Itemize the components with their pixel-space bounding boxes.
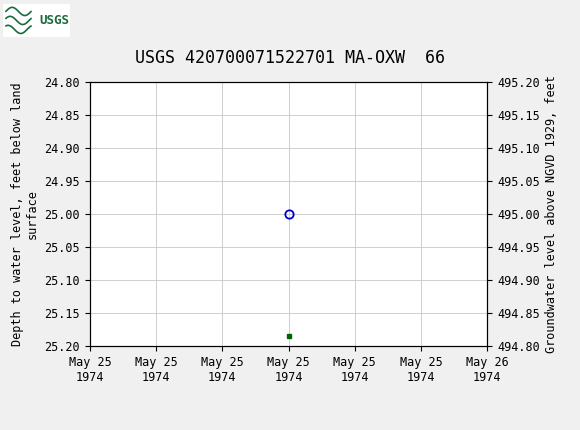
Y-axis label: Depth to water level, feet below land
surface: Depth to water level, feet below land su… [11, 82, 39, 346]
Legend: Period of approved data: Period of approved data [186, 429, 392, 430]
Text: USGS: USGS [39, 14, 70, 27]
Text: USGS 420700071522701 MA-OXW  66: USGS 420700071522701 MA-OXW 66 [135, 49, 445, 67]
Bar [3, 4, 70, 37]
Y-axis label: Groundwater level above NGVD 1929, feet: Groundwater level above NGVD 1929, feet [545, 75, 558, 353]
